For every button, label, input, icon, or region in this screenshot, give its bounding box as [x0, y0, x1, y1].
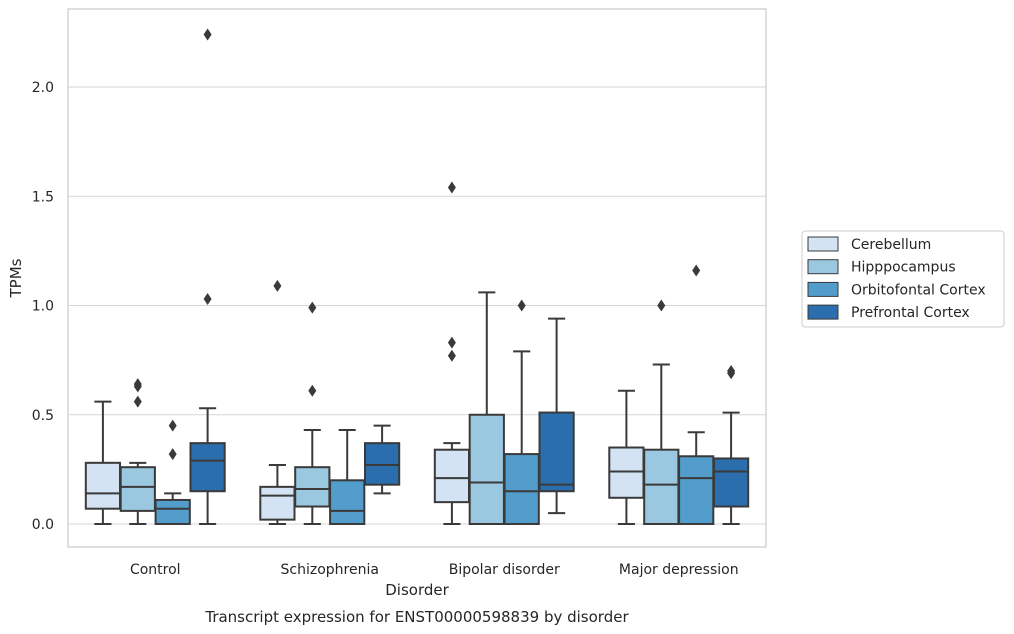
y-tick-label: 0.0 — [32, 517, 54, 533]
box-group — [84, 400, 122, 525]
box — [189, 442, 226, 493]
legend-frame — [801, 230, 1005, 328]
y-axis-label: TPMs — [7, 258, 25, 298]
outlier-point — [692, 264, 701, 277]
y-tick-label: 1.5 — [32, 189, 54, 205]
box-group — [433, 181, 471, 525]
box — [363, 442, 401, 486]
legend-swatch — [807, 236, 839, 252]
legend-swatch — [807, 304, 839, 320]
legend: Cerebellum Hipppocampus Orbitofontal Corte… — [801, 230, 1005, 328]
y-tick-label: 1.0 — [32, 299, 54, 315]
legend-label: Hipppocampus — [851, 260, 956, 276]
box — [154, 498, 191, 525]
x-axis: Control Schizophrenia Bipolar disorder Majo… — [130, 562, 739, 578]
box-group — [678, 264, 715, 526]
box — [259, 485, 296, 521]
x-tick-label: Bipolar disorder — [449, 562, 560, 578]
chart-caption: Transcript expression for ENST0000059883… — [204, 608, 629, 626]
box-marks — [84, 28, 750, 526]
box-group — [608, 389, 645, 525]
box-group — [294, 301, 331, 525]
outlier-point — [273, 279, 282, 292]
y-tick-label: 2.0 — [32, 80, 54, 96]
outlier-point — [308, 384, 317, 397]
box-group — [643, 299, 680, 525]
plot-area-frame — [67, 8, 767, 548]
x-axis-label: Disorder — [385, 581, 449, 599]
box — [538, 411, 575, 493]
outlier-point — [447, 336, 456, 349]
x-tick-label: Schizophrenia — [281, 562, 379, 578]
box-group — [468, 291, 505, 525]
y-tick-label: 0.5 — [32, 408, 54, 424]
legend-label: Cerebellum — [851, 237, 931, 253]
outlier-point — [203, 28, 212, 41]
box-group — [189, 28, 226, 525]
box — [468, 413, 505, 525]
y-axis: 0.0 0.5 1.0 1.5 2.0 — [32, 80, 54, 533]
box — [503, 453, 540, 525]
legend-items: Cerebellum Hipppocampus Orbitofontal Corte… — [807, 236, 986, 321]
box — [678, 455, 715, 526]
outlier-point — [727, 365, 736, 378]
box-group — [712, 365, 750, 525]
box-group — [363, 424, 401, 495]
box — [84, 461, 122, 510]
outlier-point — [133, 395, 142, 408]
outlier-point — [447, 349, 456, 362]
x-tick-label: Major depression — [619, 562, 739, 578]
outlier-point — [168, 448, 177, 461]
box — [608, 446, 645, 499]
box-group — [503, 299, 540, 525]
box-group — [538, 317, 575, 515]
box — [119, 466, 156, 512]
outlier-point — [517, 299, 526, 312]
box — [329, 479, 366, 525]
box-group — [119, 378, 156, 525]
x-tick-label: Control — [130, 562, 181, 578]
box-group — [329, 429, 366, 525]
outlier-point — [308, 301, 317, 314]
box — [433, 448, 471, 504]
outlier-point — [203, 292, 212, 305]
outlier-point — [447, 181, 456, 194]
legend-label: Orbitofontal Cortex — [851, 282, 986, 298]
outlier-point — [657, 299, 666, 312]
legend-label: Prefrontal Cortex — [851, 305, 970, 321]
outlier-point — [133, 378, 142, 391]
box — [294, 466, 331, 508]
legend-swatch — [807, 281, 839, 297]
box — [712, 457, 750, 508]
outlier-point — [168, 419, 177, 432]
legend-swatch — [807, 259, 839, 275]
box-group — [154, 419, 191, 525]
box — [643, 448, 680, 525]
box-group — [259, 279, 296, 525]
